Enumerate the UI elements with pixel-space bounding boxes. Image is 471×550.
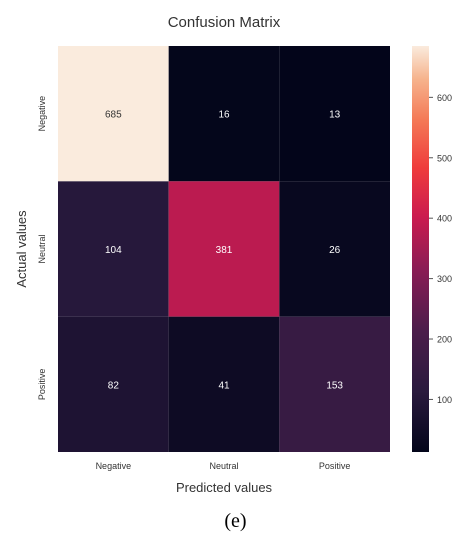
heatmap-cell xyxy=(168,181,280,317)
heatmap-cell xyxy=(58,46,169,182)
heatmap-cell xyxy=(168,46,280,182)
heatmap-cells xyxy=(58,46,390,452)
colorbar-tick-label: 400 xyxy=(437,214,452,224)
cell-value-label: 16 xyxy=(218,110,230,121)
colorbar-ticks: 100 200 300 400 500 600 xyxy=(429,93,452,405)
cell-value-label: 82 xyxy=(108,380,120,391)
cell-value-label: 153 xyxy=(326,380,343,391)
heatmap-cell xyxy=(279,181,390,317)
colorbar-tick-label: 500 xyxy=(437,153,452,163)
heatmap-cell-labels: 685 16 13 104 381 26 82 41 153 xyxy=(105,110,343,392)
y-tick-label: Negative xyxy=(37,96,47,132)
cell-value-label: 685 xyxy=(105,110,122,121)
y-tick-labels: Negative Neutral Positive xyxy=(37,96,47,400)
colorbar-tick-label: 300 xyxy=(437,274,452,284)
x-axis-label: Predicted values xyxy=(176,480,273,495)
cell-value-label: 13 xyxy=(329,110,341,121)
heatmap-cell xyxy=(58,181,169,317)
colorbar xyxy=(412,46,429,452)
cell-value-label: 26 xyxy=(329,245,341,256)
x-tick-label: Negative xyxy=(96,461,132,471)
y-tick-label: Positive xyxy=(37,369,47,401)
x-tick-label: Neutral xyxy=(209,461,238,471)
heatmap-cell xyxy=(58,316,169,452)
heatmap-cell xyxy=(168,316,280,452)
cell-value-label: 104 xyxy=(105,245,122,256)
colorbar-tick-label: 200 xyxy=(437,335,452,345)
heatmap-cell xyxy=(279,316,390,452)
colorbar-tick-label: 600 xyxy=(437,93,452,103)
x-tick-label: Positive xyxy=(319,461,351,471)
y-tick-label: Neutral xyxy=(37,234,47,263)
chart-title: Confusion Matrix xyxy=(168,14,281,31)
x-tick-labels: Negative Neutral Positive xyxy=(96,461,351,471)
heatmap-cell xyxy=(279,46,390,182)
cell-value-label: 381 xyxy=(216,245,233,256)
y-axis-label: Actual values xyxy=(14,210,29,288)
cell-value-label: 41 xyxy=(218,380,230,391)
figure-caption: (e) xyxy=(224,510,247,532)
colorbar-tick-label: 100 xyxy=(437,395,452,405)
